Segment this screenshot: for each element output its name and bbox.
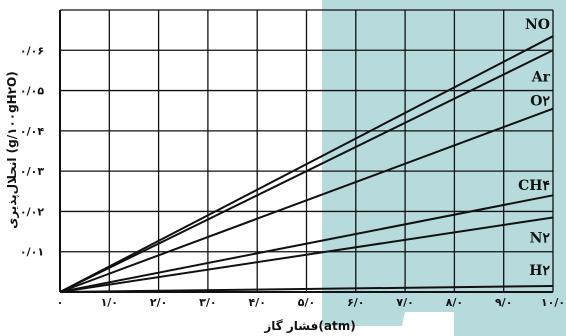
series-labels: NO Ar O۲ CH۴ N۲ H۲	[518, 17, 551, 279]
x-tick-label: ۹/۰	[495, 296, 512, 309]
x-tick-label: ۷/۰	[396, 296, 413, 309]
x-tick-label: ۶/۰	[347, 296, 364, 309]
y-axis-title: انحلال‌پذیری (g/۱۰۰gH۲O)	[5, 71, 19, 228]
series-label: NO	[525, 17, 550, 33]
series-label: H۲	[529, 263, 550, 279]
series-line	[59, 35, 554, 293]
x-tick-label: ۸/۰	[446, 296, 463, 309]
series-line	[59, 107, 554, 293]
y-tick-label: ۰/۰۱	[20, 246, 44, 259]
series-label: O۲	[530, 94, 550, 110]
series-label: N۲	[530, 231, 551, 247]
x-tick-label: ۴/۰	[248, 296, 265, 309]
series-lines	[59, 35, 554, 293]
y-tick-label: ۰/۰۳	[20, 165, 44, 178]
x-axis-title: فشار گاز(atm)	[263, 319, 355, 333]
y-tick-label: ۰/۰۵	[20, 85, 44, 98]
x-tick-label: ۲/۰	[150, 296, 167, 309]
y-tick-label: ۰/۰۶	[20, 44, 44, 57]
y-tick-label: ۰/۰۴	[20, 125, 44, 138]
x-tick-label: ۳/۰	[199, 296, 216, 309]
series-label: Ar	[531, 69, 551, 85]
x-tick-label: ۵/۰	[298, 296, 315, 309]
x-tick-label: ۰	[57, 296, 64, 309]
x-tick-label: ۱/۰	[101, 296, 118, 309]
axes	[59, 10, 553, 293]
y-tick-labels: ۰/۰۱ ۰/۰۲ ۰/۰۳ ۰/۰۴ ۰/۰۵ ۰/۰۶	[20, 44, 44, 258]
series-line	[59, 49, 554, 293]
series-label: CH۴	[518, 178, 550, 194]
series-line	[59, 194, 554, 293]
x-tick-labels: ۰ ۱/۰ ۲/۰ ۳/۰ ۴/۰ ۵/۰ ۶/۰ ۷/۰ ۸/۰ ۹/۰ ۱۰/۰	[57, 296, 565, 309]
y-tick-label: ۰/۰۲	[20, 205, 44, 218]
series-line	[59, 284, 554, 293]
x-tick-label: ۱۰/۰	[541, 296, 565, 309]
series-line	[59, 216, 554, 293]
